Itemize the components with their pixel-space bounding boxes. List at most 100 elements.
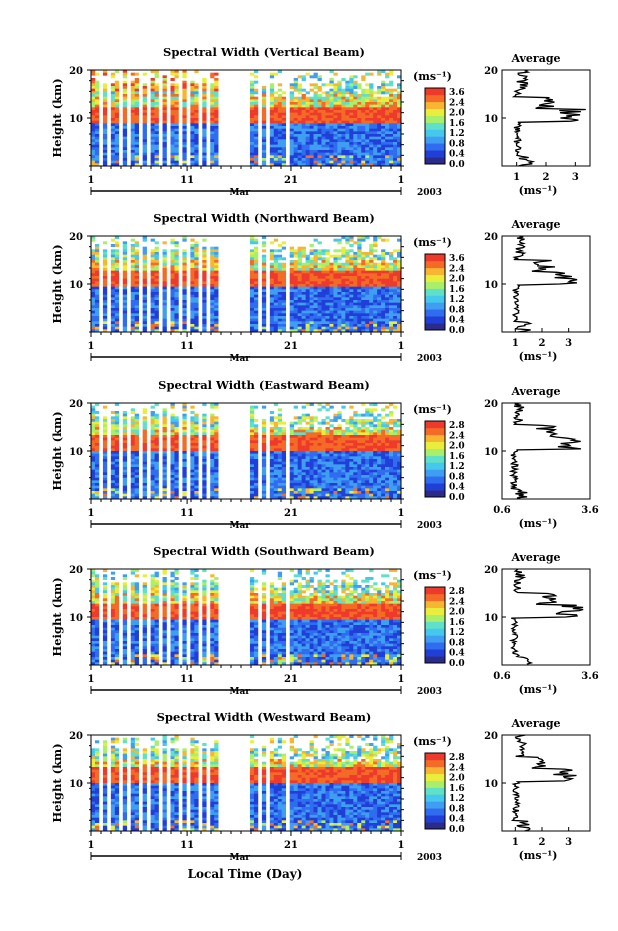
heatmap-cell (321, 294, 326, 298)
heatmap-cell (273, 107, 279, 111)
heatmap-cell (301, 160, 306, 164)
heatmap-cell (122, 294, 128, 298)
heatmap-cell (289, 453, 294, 457)
heatmap-cell (333, 278, 338, 282)
heatmap-cell (142, 443, 147, 446)
heatmap-cell (142, 493, 147, 497)
heatmap-cell (154, 72, 159, 76)
heatmap-cell (337, 80, 342, 84)
heatmap-cell (297, 284, 302, 287)
heatmap-cell (102, 445, 108, 449)
heatmap-cell (122, 99, 128, 103)
heatmap-cell (162, 416, 167, 420)
heatmap-cell (277, 496, 283, 499)
heatmap-cell (253, 321, 259, 325)
heatmap-cell (297, 88, 302, 92)
heatmap-cell (321, 477, 326, 481)
heatmap-cell (277, 142, 283, 145)
heatmap-cell (329, 99, 334, 103)
heatmap-cell (261, 262, 267, 266)
heatmap-cell (210, 313, 215, 317)
heatmap-cell (102, 252, 108, 255)
heatmap-cell (313, 276, 318, 279)
heatmap-cell (281, 96, 287, 100)
heatmap-cell (154, 163, 159, 166)
heatmap-cell (269, 158, 275, 161)
heatmap-cell (297, 464, 302, 468)
heatmap-cell (190, 254, 195, 258)
heatmap-cell (277, 265, 283, 269)
heatmap-cell (301, 440, 306, 444)
heatmap-cell (122, 136, 128, 140)
heatmap-cell (277, 286, 283, 290)
heatmap-cell (289, 152, 294, 156)
heatmap-cell (150, 254, 155, 258)
heatmap-cell (353, 134, 358, 137)
heatmap-cell (253, 488, 259, 492)
heatmap-cell (397, 252, 401, 255)
heatmap-cell (349, 324, 354, 327)
heatmap-cell (297, 158, 302, 161)
heatmap-cell (94, 112, 100, 116)
heatmap-cell (210, 115, 215, 119)
heatmap-cell (170, 72, 175, 76)
heatmap-cell (261, 278, 267, 282)
heatmap-cell (325, 461, 330, 465)
heatmap-cell (114, 421, 120, 425)
heatmap-cell (130, 257, 136, 261)
heatmap-cell (273, 435, 279, 438)
heatmap-cell (202, 421, 207, 425)
heatmap-cell (94, 318, 100, 322)
heatmap-cell (301, 96, 306, 100)
heatmap-cell (142, 437, 147, 441)
heatmap-cell (170, 421, 175, 425)
heatmap-cell (162, 86, 167, 89)
heatmap-cell (325, 435, 330, 438)
heatmap-cell (130, 104, 136, 108)
heatmap-cell (321, 448, 326, 452)
heatmap-cell (341, 136, 346, 140)
heatmap-cell (114, 147, 120, 151)
heatmap-cell (281, 469, 287, 473)
heatmap-cell (269, 477, 275, 481)
heatmap-cell (337, 158, 342, 161)
heatmap-cell (325, 294, 330, 298)
heatmap-cell (214, 405, 219, 409)
heatmap-cell (317, 160, 322, 164)
heatmap-cell (114, 475, 120, 478)
heatmap-cell (273, 142, 279, 145)
heatmap-cell (102, 278, 108, 282)
heatmap-cell (170, 289, 175, 293)
heatmap-cell (249, 308, 255, 311)
heatmap-cell (369, 284, 374, 287)
heatmap-cell (202, 464, 207, 468)
heatmap-cell (269, 427, 275, 430)
heatmap-cell (122, 483, 128, 486)
heatmap-cell (190, 297, 195, 301)
heatmap-cell (273, 475, 279, 478)
heatmap-cell (170, 91, 175, 95)
heatmap-cell (174, 464, 179, 468)
heatmap-cell (214, 257, 219, 261)
heatmap-cell (182, 144, 187, 148)
heatmap-cell (385, 126, 390, 129)
heatmap-cell (134, 485, 139, 489)
heatmap-cell (134, 308, 139, 311)
heatmap-cell (142, 273, 147, 277)
heatmap-cell (361, 134, 366, 137)
heatmap-cell (397, 278, 401, 282)
heatmap-cell (114, 440, 120, 444)
heatmap-cell (202, 440, 207, 444)
heatmap-cell (110, 104, 116, 108)
heatmap-cell (134, 324, 139, 327)
heatmap-cell (345, 96, 350, 100)
heatmap-cell (94, 483, 100, 486)
heatmap-cell (301, 120, 306, 124)
heatmap-cell (170, 475, 175, 478)
heatmap-cell (253, 308, 259, 311)
heatmap-cell (293, 144, 298, 148)
heatmap-cell (365, 160, 370, 164)
heatmap-cell (174, 112, 179, 116)
heatmap-cell (174, 302, 179, 306)
heatmap-cell (305, 467, 310, 470)
